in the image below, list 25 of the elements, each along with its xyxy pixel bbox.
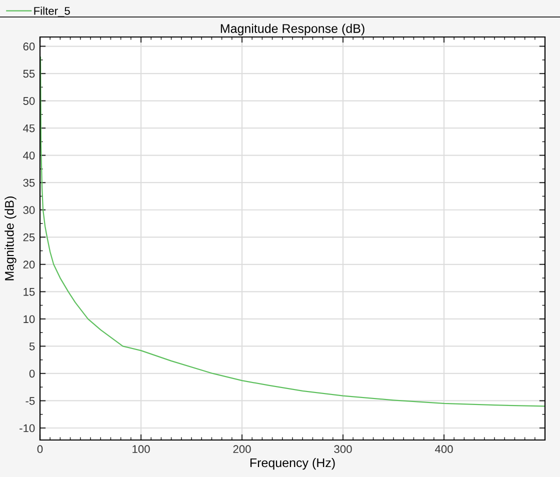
x-tick-label: 200 bbox=[233, 445, 251, 454]
y-axis-title: Magnitude (dB) bbox=[4, 196, 16, 280]
y-tick-label: 25 bbox=[23, 233, 35, 242]
x-tick-label: 300 bbox=[334, 445, 352, 454]
y-tick-label: 50 bbox=[23, 97, 35, 105]
line-series bbox=[40, 56, 545, 407]
y-tick-label: 45 bbox=[23, 124, 35, 132]
y-tick-label: 10 bbox=[24, 315, 35, 324]
y-tick-label: 60 bbox=[23, 42, 35, 50]
x-axis-title: Frequency (Hz) bbox=[250, 458, 335, 470]
x-tick-label: 0 bbox=[37, 445, 43, 454]
y-tick-label: 35 bbox=[23, 178, 35, 187]
y-tick-label: 55 bbox=[23, 70, 35, 78]
x-tick-label: 400 bbox=[434, 445, 453, 454]
y-tick-label: 20 bbox=[23, 260, 35, 269]
y-tick-label: 5 bbox=[29, 342, 35, 350]
chart-title: Magnitude Response (dB) bbox=[220, 24, 364, 36]
y-tick-label: 0 bbox=[29, 370, 35, 378]
y-tick-label: -10 bbox=[20, 424, 35, 432]
y-tick-label: 30 bbox=[23, 206, 35, 214]
legend-label: Filter_5 bbox=[34, 6, 70, 17]
x-tick-label: 100 bbox=[132, 445, 150, 454]
y-tick-label: 40 bbox=[23, 152, 35, 160]
y-tick-label: 15 bbox=[24, 288, 35, 296]
y-tick-label: -5 bbox=[26, 397, 35, 405]
